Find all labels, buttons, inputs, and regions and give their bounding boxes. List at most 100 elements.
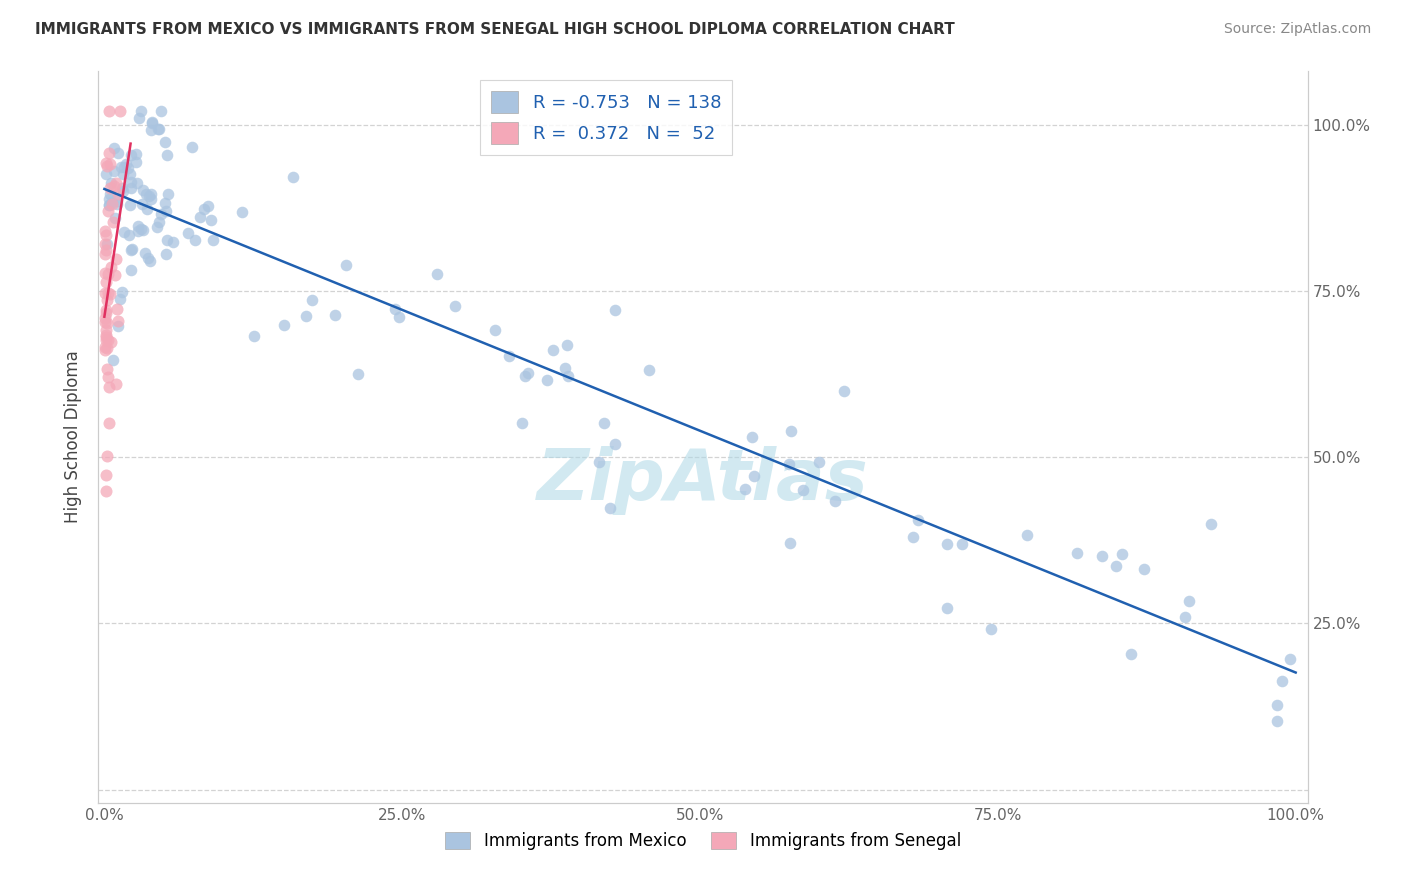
Point — [96, 449, 118, 463]
Point — [96, 306, 118, 320]
Point — [107, 318, 129, 333]
Point — [94, 484, 117, 499]
Point — [96, 362, 118, 376]
Point — [517, 366, 540, 380]
Point — [980, 622, 1002, 636]
Point — [425, 267, 447, 281]
Point — [117, 227, 139, 242]
Point — [637, 362, 659, 376]
Point — [131, 197, 153, 211]
Point — [139, 123, 162, 137]
Point — [335, 258, 357, 272]
Point — [150, 207, 173, 221]
Point — [125, 155, 148, 169]
Point — [96, 328, 118, 343]
Point — [94, 228, 117, 243]
Point — [107, 145, 129, 160]
Point — [177, 227, 200, 241]
Point — [108, 104, 131, 119]
Point — [136, 202, 159, 216]
Point — [832, 384, 855, 398]
Point — [181, 139, 204, 153]
Point — [94, 310, 117, 325]
Point — [120, 175, 142, 189]
Point — [98, 192, 121, 206]
Point — [541, 343, 564, 357]
Point — [197, 199, 219, 213]
Point — [111, 285, 134, 299]
Point — [98, 181, 121, 195]
Point — [557, 369, 579, 384]
Point — [98, 157, 121, 171]
Point — [97, 267, 120, 281]
Point — [94, 266, 117, 280]
Point — [1066, 546, 1088, 560]
Point — [98, 187, 121, 202]
Point — [741, 430, 763, 444]
Point — [603, 437, 626, 451]
Point — [242, 329, 264, 343]
Point — [129, 104, 152, 119]
Point — [94, 323, 117, 337]
Point — [94, 167, 117, 181]
Point — [155, 135, 177, 149]
Text: IMMIGRANTS FROM MEXICO VS IMMIGRANTS FROM SENEGAL HIGH SCHOOL DIPLOMA CORRELATIO: IMMIGRANTS FROM MEXICO VS IMMIGRANTS FRO… — [35, 22, 955, 37]
Point — [94, 244, 117, 258]
Point — [121, 181, 143, 195]
Point — [778, 457, 800, 471]
Point — [323, 308, 346, 322]
Point — [94, 237, 117, 252]
Legend: Immigrants from Mexico, Immigrants from Senegal: Immigrants from Mexico, Immigrants from … — [439, 825, 967, 856]
Point — [950, 536, 973, 550]
Point — [96, 156, 118, 170]
Point — [125, 176, 148, 190]
Point — [94, 285, 117, 300]
Point — [96, 276, 118, 290]
Point — [484, 323, 506, 337]
Point — [1119, 648, 1142, 662]
Point — [1177, 593, 1199, 607]
Point — [384, 301, 406, 316]
Point — [281, 169, 304, 184]
Point — [131, 222, 153, 236]
Point — [134, 246, 156, 260]
Point — [141, 115, 163, 129]
Point — [105, 302, 128, 317]
Point — [107, 314, 129, 328]
Point — [183, 234, 205, 248]
Point — [593, 416, 616, 430]
Point — [162, 235, 184, 249]
Point — [120, 167, 142, 181]
Point — [103, 268, 125, 283]
Point — [807, 455, 830, 469]
Point — [155, 204, 177, 219]
Point — [1265, 698, 1288, 712]
Point — [1105, 558, 1128, 573]
Point — [346, 367, 368, 381]
Point — [734, 483, 756, 497]
Point — [127, 219, 149, 234]
Point — [110, 292, 132, 306]
Point — [148, 214, 170, 228]
Point — [97, 146, 120, 161]
Point — [96, 316, 118, 330]
Point — [120, 148, 142, 162]
Point — [146, 121, 169, 136]
Point — [1271, 674, 1294, 689]
Point — [128, 111, 150, 125]
Point — [155, 233, 177, 247]
Point — [111, 180, 134, 194]
Point — [104, 211, 127, 225]
Point — [96, 369, 118, 384]
Point — [150, 104, 173, 119]
Point — [157, 186, 180, 201]
Point — [936, 537, 959, 551]
Point — [599, 500, 621, 515]
Point — [114, 156, 136, 170]
Point — [98, 286, 121, 301]
Point — [301, 293, 323, 307]
Text: Source: ZipAtlas.com: Source: ZipAtlas.com — [1223, 22, 1371, 37]
Point — [127, 224, 149, 238]
Point — [605, 302, 627, 317]
Point — [129, 221, 152, 235]
